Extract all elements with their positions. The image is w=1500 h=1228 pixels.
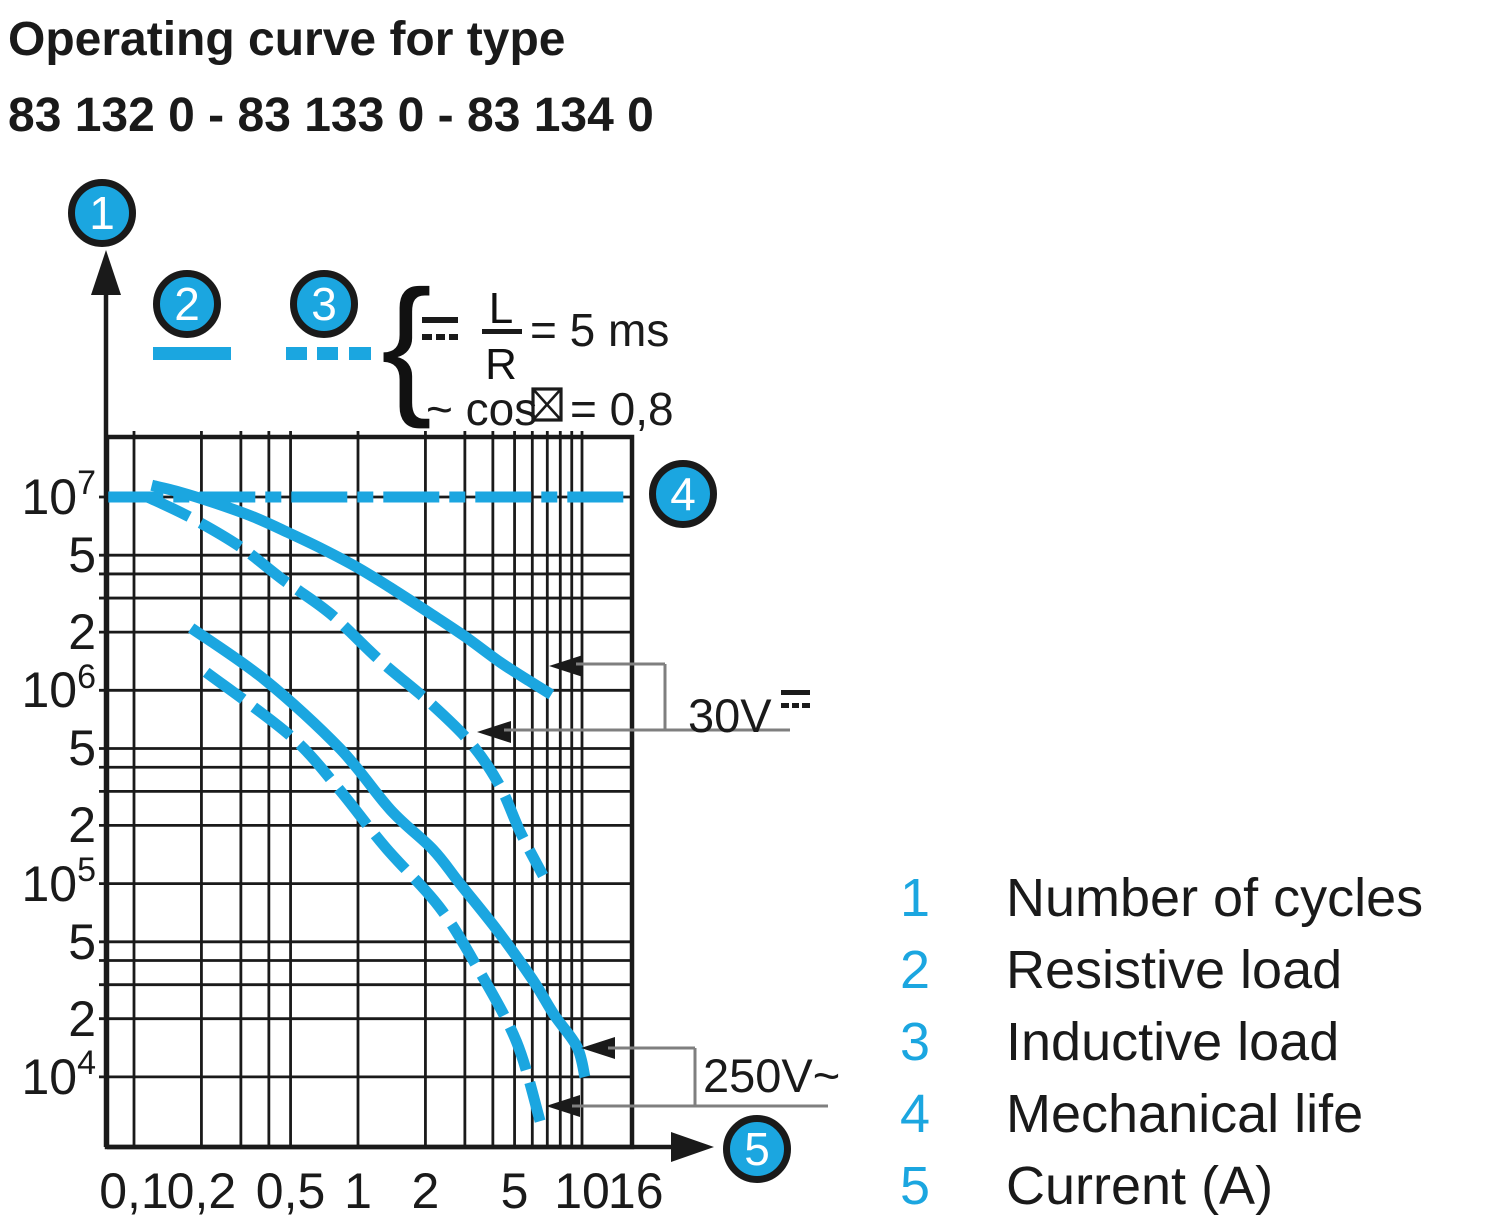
legend-item-label: Inductive load xyxy=(1006,1012,1340,1072)
fraction-numerator: L xyxy=(488,284,514,333)
y-tick-label: 5 xyxy=(68,913,96,970)
chart-title-line2: 83 132 0 - 83 133 0 - 83 134 0 xyxy=(8,89,654,142)
grid-layer xyxy=(99,431,635,1150)
inductive-line-sample xyxy=(286,347,371,360)
callout-number-5: 5 xyxy=(744,1123,770,1175)
y-tick-label: 106 xyxy=(21,657,96,719)
ac-load-label: 250V~ xyxy=(703,1049,841,1102)
curve-resistive-load-250v-ac xyxy=(188,623,591,1079)
x-tick-label: 0,2 xyxy=(166,1163,237,1219)
x-axis-arrow-icon xyxy=(671,1132,714,1162)
callout-circle-1 xyxy=(68,179,136,247)
x-tick-label: 0,5 xyxy=(255,1163,326,1219)
callout-number-2: 2 xyxy=(174,278,200,330)
callout-number-3: 3 xyxy=(311,278,337,330)
callout-number-4: 4 xyxy=(670,468,696,520)
phi-missing-glyph-icon xyxy=(531,387,563,422)
x-tick-label: 0,1 xyxy=(99,1163,169,1219)
dc-load-leader xyxy=(477,655,790,743)
curve-resistive-load-30v-dc xyxy=(150,479,555,700)
dc-symbol-small-icon xyxy=(781,690,810,708)
callout-circle-5 xyxy=(723,1115,791,1183)
y-tick-label: 105 xyxy=(21,850,96,912)
curve-layer xyxy=(107,479,628,1123)
legend-item-3: 3 Inductive load xyxy=(900,1012,1423,1084)
x-axis xyxy=(107,1132,714,1162)
legend-item-number: 1 xyxy=(900,868,931,928)
dc-symbol-icon xyxy=(422,317,458,340)
x-tick-label: 10 xyxy=(554,1163,610,1219)
legend-item-number: 4 xyxy=(900,1084,931,1144)
legend-item-label: Current (A) xyxy=(1006,1156,1274,1216)
legend-item-number: 5 xyxy=(900,1156,931,1216)
legend-item-2: 2 Resistive load xyxy=(900,940,1423,1012)
leader-arrow-icon xyxy=(477,721,511,743)
curve-inductive-load-30v-dc xyxy=(145,492,548,879)
legend-item-label: Resistive load xyxy=(1006,940,1343,1000)
y-tick-label: 104 xyxy=(21,1044,96,1105)
chart-title: Operating curve for type 83 132 0 - 83 1… xyxy=(8,2,654,154)
leader-arrow-icon xyxy=(581,1037,615,1059)
ac-load-leader xyxy=(546,1037,828,1117)
y-axis-arrow-icon xyxy=(91,250,121,295)
legend-item-number: 2 xyxy=(900,940,931,1000)
ac-condition-value: = 0,8 xyxy=(570,383,674,435)
y-tick-label: 5 xyxy=(68,527,96,584)
dc-load-label: 30V xyxy=(688,689,772,742)
legend-item-1: 1 Number of cycles xyxy=(900,868,1423,940)
legend-item-label: Number of cycles xyxy=(1006,868,1424,928)
legend-item-5: 5 Current (A) xyxy=(900,1156,1423,1228)
y-axis xyxy=(91,250,121,1147)
fraction-bar xyxy=(482,329,522,334)
callout-number-1: 1 xyxy=(89,187,115,239)
ac-condition-prefix: ~ cos xyxy=(426,383,538,435)
fraction-denominator: R xyxy=(485,340,517,389)
leader-arrow-icon xyxy=(549,655,583,677)
curve-inductive-load-250v-ac xyxy=(202,667,546,1123)
dc-condition-value: = 5 ms xyxy=(530,304,670,356)
legend-item-number: 3 xyxy=(900,1012,931,1072)
legend: 1 Number of cycles 2 Resistive load 3 Inducti… xyxy=(900,868,1423,1228)
x-tick-label: 1 xyxy=(344,1163,372,1219)
conditions-brace: { xyxy=(381,258,433,430)
legend-item-label: Mechanical life xyxy=(1006,1084,1364,1144)
chart-title-line1: Operating curve for type xyxy=(8,13,566,66)
callout-circle-3 xyxy=(290,270,358,338)
y-tick-label: 2 xyxy=(68,990,96,1047)
callout-circle-4 xyxy=(649,460,717,528)
leader-arrow-icon xyxy=(546,1095,580,1117)
x-tick-label: 16 xyxy=(607,1163,664,1219)
callout-circle-2 xyxy=(153,270,221,338)
y-tick-label: 2 xyxy=(68,604,96,661)
x-tick-label: 5 xyxy=(500,1163,529,1219)
y-tick-label: 2 xyxy=(68,797,96,854)
x-tick-label: 2 xyxy=(411,1163,440,1219)
y-tick-label: 107 xyxy=(21,464,96,525)
y-tick-label: 5 xyxy=(68,720,96,777)
resistive-line-sample xyxy=(153,347,231,360)
legend-item-4: 4 Mechanical life xyxy=(900,1084,1423,1156)
